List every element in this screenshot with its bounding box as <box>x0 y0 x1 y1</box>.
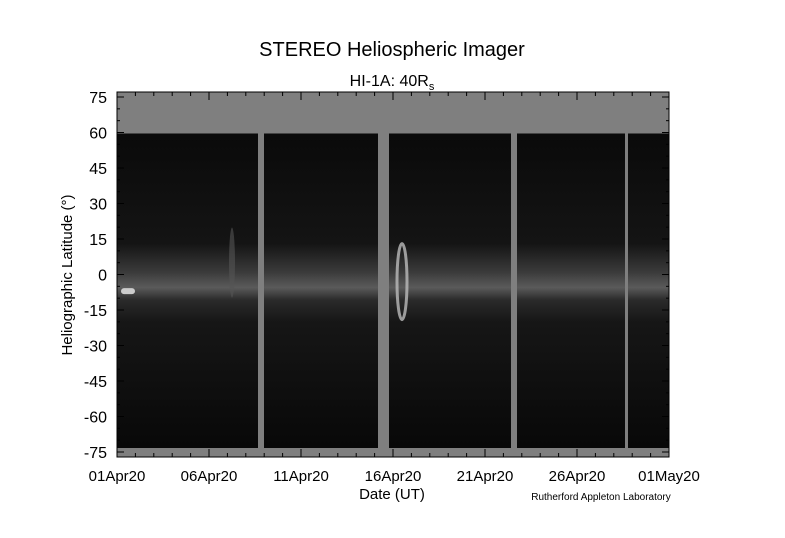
y-tick-label: 60 <box>89 126 107 143</box>
cme-front <box>395 242 409 322</box>
data-block <box>628 133 669 448</box>
axes: -75 -60 -45 -30 -15 0 15 30 45 60 75 01Apr20 06Apr20… <box>84 90 700 485</box>
subtitle-text: HI-1A: 40R <box>350 73 429 90</box>
x-tick-label: 21Apr20 <box>457 468 514 485</box>
y-tick-label: -45 <box>84 374 107 391</box>
feature <box>229 227 235 298</box>
y-tick-label: 75 <box>89 90 107 107</box>
data-block <box>117 133 258 448</box>
x-axis-label: Date (UT) <box>359 486 425 503</box>
data-block <box>264 133 378 448</box>
credit: Rutherford Appleton Laboratory <box>531 492 671 503</box>
x-tick-label: 01May20 <box>638 468 700 485</box>
x-tick-label: 06Apr20 <box>181 468 238 485</box>
y-tick-label: -30 <box>84 339 107 356</box>
x-tick-label: 16Apr20 <box>365 468 422 485</box>
subtitle-subscript: s <box>429 81 435 93</box>
x-tick-label: 26Apr20 <box>549 468 606 485</box>
x-tick-label: 11Apr20 <box>273 468 329 485</box>
y-tick-label: 0 <box>98 268 107 285</box>
y-tick-label: -15 <box>84 303 107 320</box>
chart-subtitle: HI-1A: 40Rs <box>350 73 435 93</box>
y-tick-label: 30 <box>89 197 107 214</box>
y-tick-label: 15 <box>89 232 107 249</box>
chart-title: STEREO Heliospheric Imager <box>259 39 525 61</box>
data-block <box>517 133 625 448</box>
y-tick-label: -60 <box>84 410 107 427</box>
image <box>116 91 670 458</box>
feature <box>121 288 135 295</box>
y-tick-label: 45 <box>89 161 107 178</box>
y-tick-label: -75 <box>84 445 107 462</box>
y-axis-label: Heliographic Latitude (°) <box>59 194 76 355</box>
x-tick-label: 01Apr20 <box>89 468 146 485</box>
data-block <box>389 133 511 448</box>
